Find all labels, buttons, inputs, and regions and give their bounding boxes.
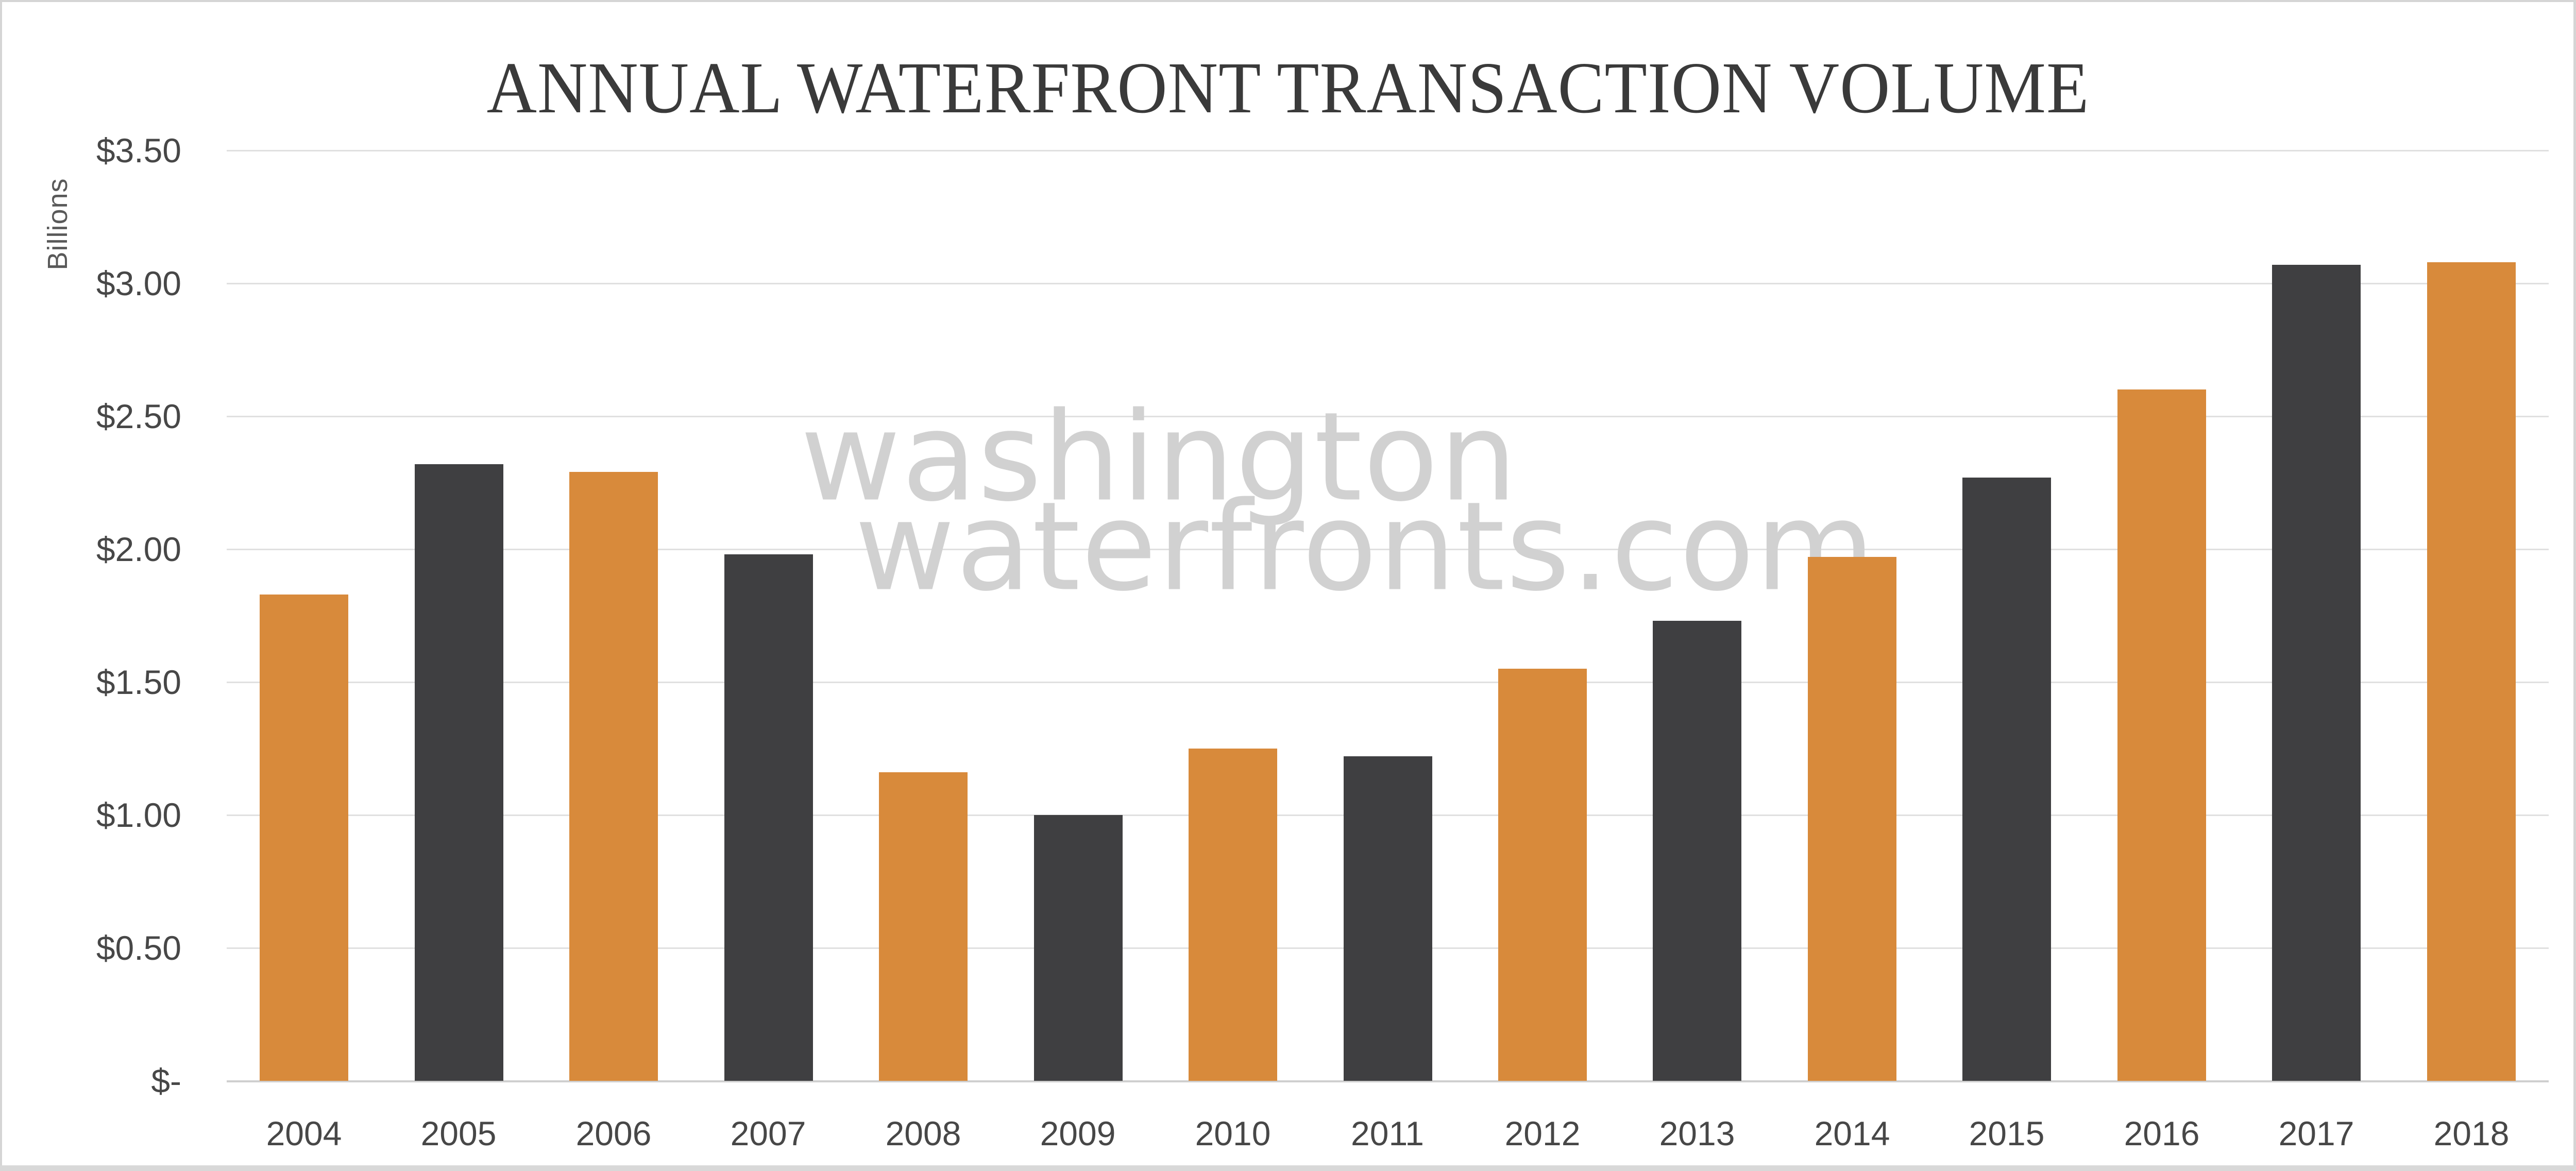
- frame-border-top: [0, 0, 2576, 2]
- bar-2005: [415, 464, 503, 1081]
- x-tick-label: 2005: [420, 1114, 497, 1152]
- x-tick-label: 2017: [2278, 1114, 2354, 1152]
- gridline: [227, 549, 2549, 550]
- bar-2010: [1189, 749, 1277, 1081]
- bar-2004: [260, 595, 348, 1081]
- chart-title: ANNUAL WATERFRONT TRANSACTION VOLUME: [486, 47, 2090, 128]
- bar-2016: [2117, 389, 2206, 1081]
- gridline: [227, 416, 2549, 417]
- y-tick-label: $0.50: [96, 929, 181, 967]
- y-tick-label: $-: [151, 1062, 181, 1100]
- y-tick-label: $1.00: [96, 796, 181, 834]
- y-tick-label: $3.00: [96, 264, 181, 302]
- y-tick-label: $2.50: [96, 397, 181, 435]
- y-tick-label: $1.50: [96, 663, 181, 701]
- y-tick-label: $3.50: [96, 131, 181, 169]
- frame-border-right: [2573, 0, 2576, 1171]
- x-tick-label: 2016: [2124, 1114, 2200, 1152]
- x-tick-label: 2009: [1040, 1114, 1116, 1152]
- x-tick-label: 2007: [730, 1114, 806, 1152]
- x-tick-label: 2012: [1504, 1114, 1581, 1152]
- watermark-line-2: waterfronts.com: [854, 476, 1876, 619]
- x-tick-label: 2006: [575, 1114, 652, 1152]
- x-tick-label: 2008: [885, 1114, 961, 1152]
- x-tick-label: 2004: [266, 1114, 342, 1152]
- x-tick-label: 2011: [1351, 1114, 1424, 1152]
- x-tick-label: 2010: [1195, 1114, 1271, 1152]
- y-tick-label: $2.00: [96, 530, 181, 568]
- bar-2006: [569, 472, 658, 1081]
- bar-2014: [1808, 557, 1896, 1081]
- y-axis-unit-label: Billions: [42, 178, 73, 270]
- bar-2017: [2272, 265, 2361, 1081]
- bar-2009: [1034, 815, 1123, 1081]
- bar-2015: [1962, 478, 2051, 1081]
- bar-2013: [1653, 621, 1741, 1081]
- bar-2011: [1344, 756, 1432, 1081]
- x-tick-label: 2015: [1969, 1114, 2045, 1152]
- gridline: [227, 150, 2549, 151]
- bar-2008: [879, 772, 968, 1081]
- frame-border-left: [0, 0, 2, 1171]
- bar-2007: [724, 554, 813, 1081]
- gridline: [227, 682, 2549, 683]
- frame-border-bottom: [0, 1165, 2576, 1171]
- bar-2012: [1498, 669, 1587, 1081]
- x-tick-label: 2014: [1814, 1114, 1890, 1152]
- bar-2018: [2427, 262, 2516, 1081]
- watermark-line-1: washington: [800, 386, 1518, 529]
- x-tick-label: 2018: [2433, 1114, 2510, 1152]
- gridline: [227, 283, 2549, 284]
- axis-baseline: [227, 1080, 2549, 1082]
- x-tick-label: 2013: [1659, 1114, 1735, 1152]
